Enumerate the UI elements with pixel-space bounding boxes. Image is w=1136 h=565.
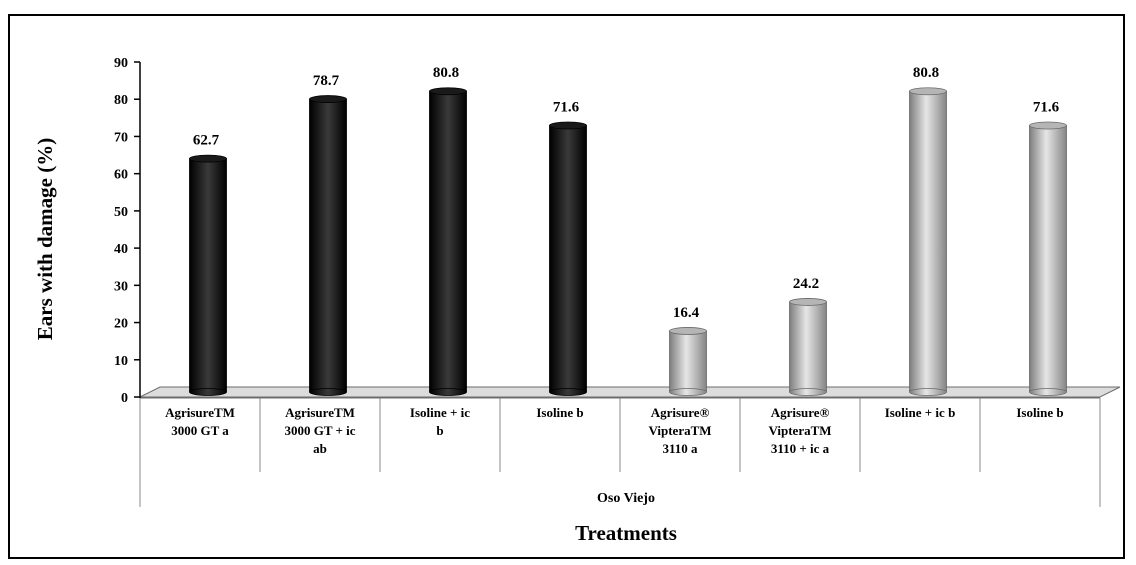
bar-cap: [1029, 121, 1067, 130]
chart-floor: [139, 386, 1121, 398]
y-axis-title: Ears with damage (%): [33, 138, 57, 340]
category-label-line: b: [436, 423, 443, 438]
bar-base: [909, 388, 947, 396]
bar-chart: 0 10 20 30 40 50 60 70 80 90 62.7 AgrisureTM 3000 G…: [33, 56, 1121, 545]
category-label-line: ab: [313, 441, 327, 456]
data-label: 80.8: [433, 65, 459, 81]
data-label: 78.7: [313, 73, 340, 89]
category-label-line: VipteraTM: [648, 423, 711, 438]
data-label: 80.8: [913, 65, 939, 81]
bar-base: [189, 388, 227, 396]
category-label-line: Agrisure®: [651, 405, 710, 420]
y-tick-label: 20: [114, 317, 128, 332]
category-label-line: 3000 GT a: [171, 423, 229, 438]
category-label: AgrisureTM 3000 GT + ic ab: [284, 405, 355, 456]
y-tick-label: 10: [114, 354, 128, 369]
bar: [789, 301, 827, 393]
category-label-line: 3110 + ic a: [771, 441, 830, 456]
category-label-line: 3000 GT + ic: [284, 423, 355, 438]
bar: [909, 90, 947, 393]
bar: [309, 98, 347, 393]
bar: [669, 330, 707, 393]
category-label: AgrisureTM 3000 GT a: [165, 405, 235, 438]
category-label: Agrisure® VipteraTM 3110 a: [648, 405, 711, 456]
category-label-line: 3110 a: [662, 441, 698, 456]
group-label: Oso Viejo: [597, 491, 655, 506]
category-label-line: Isoline + ic b: [885, 405, 956, 420]
y-tick-label: 40: [114, 242, 128, 257]
bar-cap: [189, 154, 227, 163]
data-label: 24.2: [793, 276, 819, 292]
data-label: 16.4: [673, 305, 700, 321]
y-tick-label: 0: [121, 391, 128, 406]
bar-base: [309, 388, 347, 396]
data-label: 71.6: [1033, 99, 1060, 115]
bar-cap: [549, 121, 587, 130]
category-label: Isoline b: [1016, 405, 1063, 420]
category-label-line: AgrisureTM: [165, 405, 235, 420]
category-label: Agrisure® VipteraTM 3110 + ic a: [768, 405, 831, 456]
bar-cap: [789, 298, 827, 306]
category-label-line: Isoline b: [1016, 405, 1063, 420]
category-label-line: VipteraTM: [768, 423, 831, 438]
y-tick-label: 90: [114, 56, 128, 71]
category-label: Isoline + ic b: [885, 405, 956, 420]
bar-base: [549, 388, 587, 396]
y-tick-label: 70: [114, 130, 128, 145]
data-label: 62.7: [193, 133, 220, 149]
x-axis-title: Treatments: [575, 521, 677, 545]
bar: [549, 125, 587, 393]
bar-base: [429, 388, 467, 396]
category-label-line: AgrisureTM: [285, 405, 355, 420]
data-label: 71.6: [553, 99, 580, 115]
bar: [429, 90, 467, 393]
bar: [1029, 125, 1067, 393]
category-label-line: Agrisure®: [771, 405, 830, 420]
y-tick-label: 30: [114, 279, 128, 294]
bar-cap: [669, 327, 707, 335]
y-tick-label: 80: [114, 93, 128, 108]
bar-cap: [309, 95, 347, 103]
bar-cap: [429, 87, 467, 96]
bar: [189, 158, 227, 393]
bar-cap: [909, 87, 947, 96]
category-label: Isoline + ic b: [410, 405, 470, 438]
bar-base: [669, 388, 707, 396]
bar-base: [1029, 388, 1067, 396]
category-label: Isoline b: [536, 405, 583, 420]
category-label-line: Isoline b: [536, 405, 583, 420]
bar-base: [789, 388, 827, 396]
chart-frame: 0 10 20 30 40 50 60 70 80 90 62.7 AgrisureTM 3000 G…: [8, 14, 1125, 559]
category-label-line: Isoline + ic: [410, 405, 470, 420]
y-tick-label: 60: [114, 168, 128, 183]
y-tick-label: 50: [114, 205, 128, 220]
